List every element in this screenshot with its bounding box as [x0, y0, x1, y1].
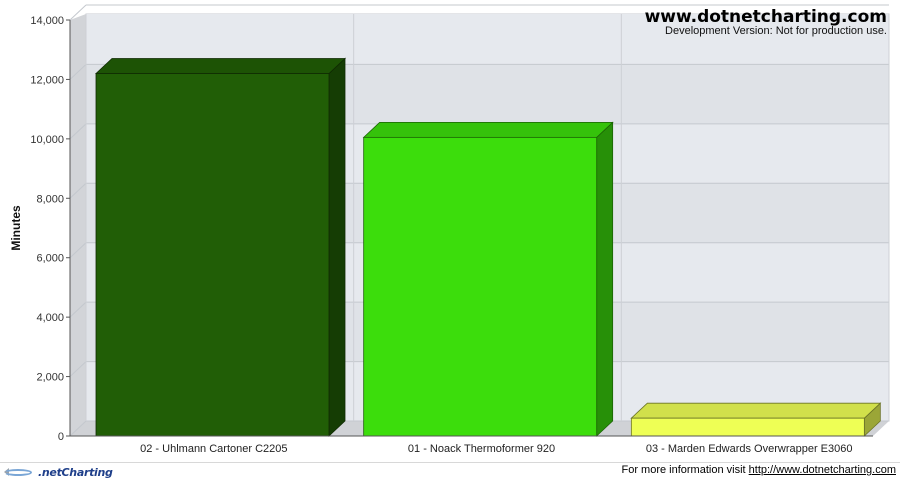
dotnetcharting-link[interactable]: http://www.dotnetcharting.com [748, 464, 896, 476]
bar-front [630, 417, 865, 437]
grid-line-side [69, 123, 87, 140]
grid-band [86, 14, 889, 65]
left-wall [70, 14, 86, 436]
bar-side [328, 57, 346, 437]
bar[interactable] [362, 121, 614, 437]
chart-bars [94, 57, 882, 437]
grid-line-side [69, 301, 87, 318]
y-tick-label: 2,000 [36, 372, 64, 384]
y-tick-label: 6,000 [36, 253, 64, 265]
y-axis-label: Minutes [9, 205, 23, 251]
bar[interactable] [94, 57, 347, 437]
footer-bar: .netCharting For more information visit … [0, 462, 900, 481]
bar-top [630, 402, 882, 419]
grid-line-side [69, 64, 87, 80]
bar-front [363, 136, 598, 437]
footer-info-text: For more information visit [621, 464, 749, 476]
y-tick-label: 12,000 [30, 74, 64, 86]
y-tick-label: 4,000 [36, 312, 64, 324]
bar-front [95, 73, 330, 437]
grid-line-side [69, 361, 87, 377]
y-tick-label: 10,000 [30, 134, 64, 146]
bar-top [362, 121, 614, 138]
swoosh-icon [4, 466, 34, 478]
x-axis: 02 - Uhlmann Cartoner C2205 01 - Noack Th… [70, 435, 873, 455]
bar-side [596, 121, 614, 437]
y-tick-label: 14,000 [30, 15, 64, 27]
watermark-subtitle: Development Version: Not for production … [665, 25, 887, 37]
watermark-title: www.dotnetcharting.com [645, 7, 887, 27]
x-tick-label: 01 - Noack Thermoformer 920 [408, 443, 555, 455]
y-axis: 0 2,000 4,000 6,000 8,000 10,000 12,000 14,000 [30, 15, 71, 443]
grid-line-side [69, 420, 87, 437]
y-tick-label: 0 [58, 431, 64, 443]
grid-line-side [69, 4, 87, 21]
footer-info: For more information visit http://www.do… [621, 464, 896, 476]
bar[interactable] [630, 402, 882, 437]
x-tick-label: 02 - Uhlmann Cartoner C2205 [140, 443, 287, 455]
grid-line-side [69, 242, 87, 259]
bar-top [94, 58, 347, 74]
dotnetcharting-logo[interactable]: .netCharting [4, 464, 113, 480]
logo-text: .netCharting [38, 465, 113, 479]
y-tick-label: 8,000 [36, 193, 64, 205]
x-tick-label: 03 - Marden Edwards Overwrapper E3060 [646, 443, 853, 455]
grid-line-side [69, 182, 87, 199]
bar-chart: 02,0004,0006,0008,00010,00012,00014,000 … [9, 4, 890, 455]
